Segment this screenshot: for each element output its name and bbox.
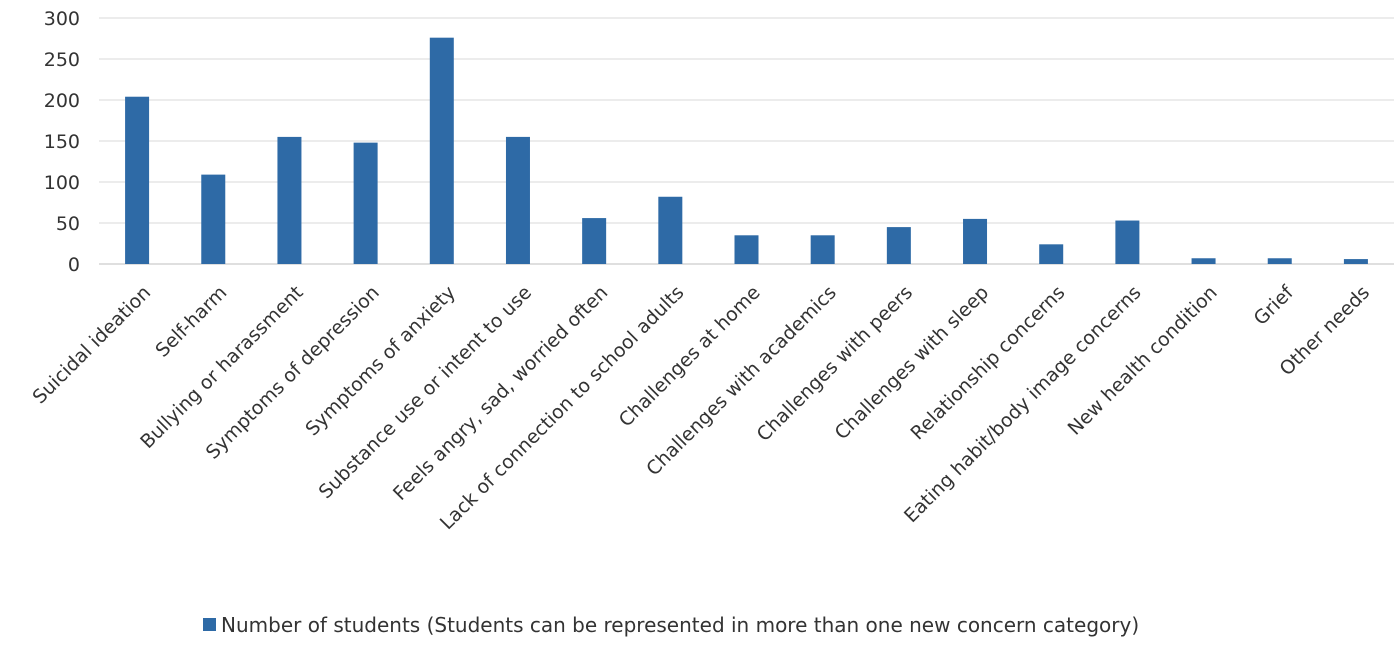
y-axis-ticks: 0 50 100 150 200 250 300 xyxy=(44,8,80,276)
legend: Number of students (Students can be repr… xyxy=(203,613,1139,637)
grid-layer xyxy=(99,17,1394,265)
bar xyxy=(505,136,530,264)
x-tick-label: Challenges with peers xyxy=(753,282,917,446)
x-tick-label: New health condition xyxy=(1064,282,1222,440)
y-tick-label: 100 xyxy=(44,172,80,194)
bar xyxy=(963,218,988,264)
bar xyxy=(1343,259,1368,264)
bar xyxy=(1267,258,1292,264)
bar xyxy=(429,37,454,265)
bar xyxy=(582,218,607,264)
bar xyxy=(125,96,150,264)
x-tick-label: Challenges with sleep xyxy=(831,282,994,445)
y-tick-label: 50 xyxy=(56,213,80,235)
bar xyxy=(734,235,759,264)
y-tick-label: 200 xyxy=(44,90,80,112)
legend-swatch xyxy=(203,618,216,631)
x-tick-label: Challenges at home xyxy=(615,282,765,432)
x-tick-label: Relationship concerns xyxy=(906,282,1069,445)
bar xyxy=(810,235,835,264)
y-tick-label: 300 xyxy=(44,8,80,30)
bar xyxy=(1115,220,1140,264)
bar xyxy=(201,174,226,264)
bars xyxy=(125,37,1368,265)
bar xyxy=(886,227,911,264)
bar xyxy=(658,196,683,264)
bar xyxy=(1191,258,1216,264)
x-tick-label: Grief xyxy=(1250,281,1299,330)
x-tick-label: Self-harm xyxy=(151,282,231,362)
legend-label: Number of students (Students can be repr… xyxy=(221,613,1139,637)
y-tick-label: 150 xyxy=(44,131,80,153)
bar xyxy=(277,136,302,264)
x-tick-label: Symptoms of anxiety xyxy=(301,282,460,441)
bar xyxy=(1039,244,1064,264)
x-tick-label: Suicidal ideation xyxy=(29,282,156,409)
y-tick-label: 0 xyxy=(68,254,80,276)
bar xyxy=(353,142,378,264)
y-tick-label: 250 xyxy=(44,49,80,71)
